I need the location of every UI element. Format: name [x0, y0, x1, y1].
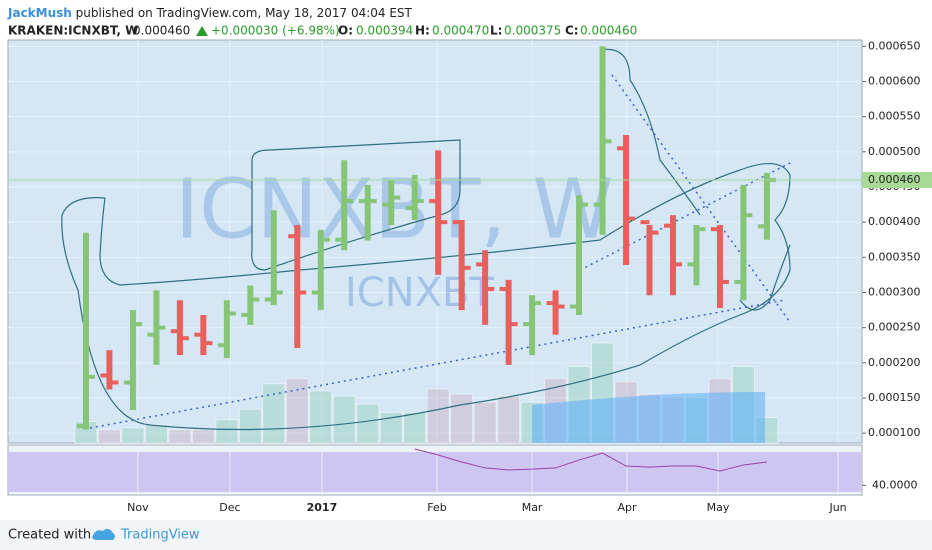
volume-bar — [97, 429, 121, 444]
y-tick-label: 0.000300 — [868, 285, 921, 298]
volume-bar — [403, 411, 427, 444]
volume-bar — [356, 403, 380, 444]
footer-bar — [0, 520, 932, 550]
volume-bar — [426, 388, 450, 444]
last-price-box — [862, 171, 932, 188]
x-tick-label: Mar — [522, 501, 543, 514]
volume-bar — [238, 408, 262, 444]
volume-bar — [309, 390, 333, 444]
watermark-large: ICNXBT, W — [175, 162, 614, 257]
rsi — [414, 448, 767, 472]
axes: 0.000100 0.000150 0.000200 0.000250 0.000300… — [8, 39, 932, 514]
y-tick-label: 0.000100 — [868, 426, 921, 439]
footer-created: Created with — [8, 528, 91, 543]
l-label: L: — [490, 24, 502, 38]
x-tick-label: Nov — [127, 501, 149, 514]
volume-bar — [262, 383, 286, 444]
symbol: KRAKEN:ICNXBT, W — [8, 24, 138, 38]
volume-bar — [497, 395, 521, 444]
volume-bar — [379, 411, 403, 444]
l-value: 0.000375 — [504, 24, 561, 38]
y-tick-label: 0.000500 — [868, 145, 921, 158]
y-tick-label: 0.000150 — [868, 391, 921, 404]
h-label: H: — [415, 24, 430, 38]
published: published on TradingView.com, May 18, 20… — [76, 6, 413, 20]
rsi-tick-label: 40.0000 — [872, 478, 918, 491]
volume-bar — [285, 378, 309, 444]
rsi-line — [414, 448, 767, 472]
change: +0.000030 (+6.98%) — [211, 24, 340, 38]
volume-bar — [215, 419, 239, 444]
header-line-1: JackMush published on TradingView.com, M… — [7, 6, 413, 20]
y-tick-label: 0.000600 — [868, 74, 921, 87]
c-value: 0.000460 — [580, 24, 637, 38]
watermark-small: ICNXBT — [345, 270, 494, 316]
x-tick-label: Feb — [427, 501, 446, 514]
x-tick-label: Jun — [828, 501, 846, 514]
shaded-area — [532, 392, 765, 443]
y-tick-label: 0.000200 — [868, 356, 921, 369]
h-value: 0.000470 — [432, 24, 489, 38]
x-tick-label: May — [707, 501, 730, 514]
y-tick-label: 0.000250 — [868, 321, 921, 334]
tv-logo — [92, 528, 115, 540]
x-tick-label: Dec — [219, 501, 240, 514]
volume-bar — [191, 429, 215, 444]
author[interactable]: JackMush — [7, 6, 72, 20]
volume-bar — [473, 401, 497, 444]
volume-bar — [144, 424, 168, 444]
x-tick-label: Apr — [617, 501, 637, 514]
y-tick-label: 0.000550 — [868, 110, 921, 123]
o-label: O: — [338, 24, 353, 38]
volume-bar — [121, 427, 145, 444]
volume-bar — [332, 395, 356, 444]
o-value: 0.000394 — [356, 24, 413, 38]
ohlc-bars — [76, 46, 776, 430]
last: 0.000460 — [133, 24, 190, 38]
up-arrow — [196, 26, 208, 36]
x-tick-label: 2017 — [307, 501, 338, 514]
footer-brand[interactable]: TradingView — [120, 528, 200, 543]
last-price-label: 0.000460 — [868, 173, 921, 186]
y-tick-label: 0.000650 — [868, 39, 921, 52]
volume-bar — [168, 429, 192, 444]
rsi-band — [8, 452, 862, 492]
y-tick-label: 0.000350 — [868, 250, 921, 263]
c-label: C: — [565, 24, 579, 38]
y-tick-label: 0.000400 — [868, 215, 921, 228]
volume-bar — [450, 393, 474, 444]
